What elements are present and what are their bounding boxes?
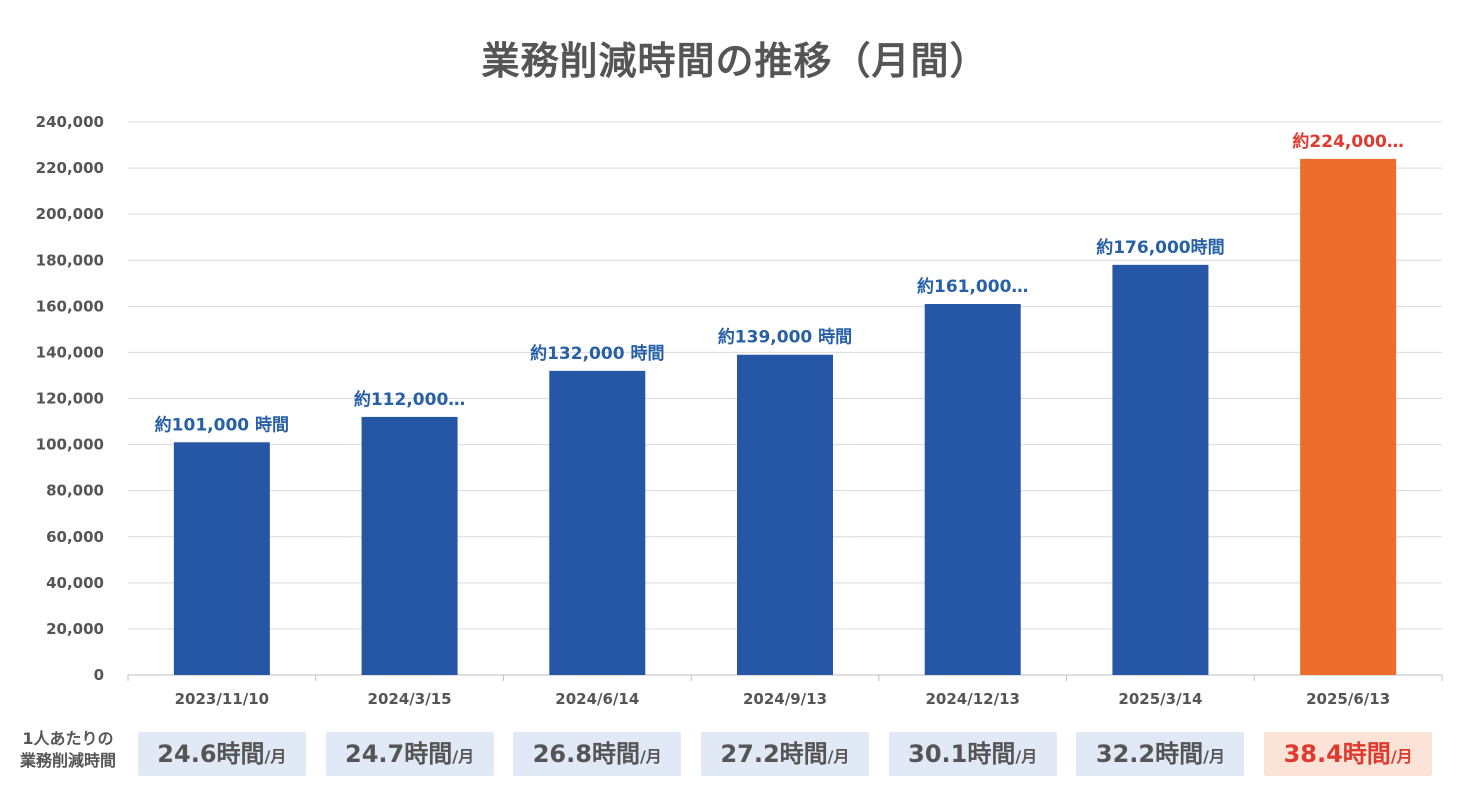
x-tick-label: 2024/12/13	[925, 690, 1019, 708]
bar	[1300, 158, 1397, 675]
bar	[737, 354, 833, 675]
bar	[924, 304, 1021, 675]
per-person-hours: 32.2時間	[1095, 740, 1204, 768]
y-tick-label: 180,000	[36, 251, 104, 269]
data-label: 約224,000…	[1292, 131, 1403, 152]
y-tick-label: 0	[94, 666, 104, 684]
bar	[1112, 264, 1209, 675]
per-person-hours: 27.2時間	[720, 740, 828, 768]
chart-title: 業務削減時間の推移（月間）	[481, 39, 989, 83]
per-person-hours: 26.8時間	[532, 740, 640, 768]
x-tick-label: 2024/3/15	[368, 690, 452, 708]
per-person-value: 26.8時間/月	[513, 732, 682, 776]
per-person-hours: 30.1時間	[908, 740, 1016, 768]
y-tick-label: 40,000	[46, 574, 104, 592]
per-person-unit: /月	[1015, 747, 1038, 766]
per-person-unit: /月	[264, 747, 287, 766]
y-tick-label: 120,000	[36, 390, 104, 408]
per-person-value: 30.1時間/月	[888, 732, 1057, 776]
x-tick-label: 2025/3/14	[1118, 690, 1202, 708]
data-label: 約112,000…	[354, 389, 465, 410]
bar-chart: 0 20,000 40,000 60,000 80,000 100,000 120,000 1…	[36, 113, 1443, 708]
per-person-hours: 24.6時間	[157, 740, 265, 768]
y-tick-label: 60,000	[46, 528, 104, 546]
y-tick-label: 220,000	[36, 159, 104, 177]
x-tick-label: 2024/9/13	[743, 690, 827, 708]
y-tick-label: 200,000	[36, 205, 104, 223]
per-person-unit: /月	[1203, 747, 1225, 766]
per-person-unit: /月	[1390, 747, 1413, 766]
y-tick-label: 100,000	[36, 436, 104, 454]
data-label: 約161,000…	[917, 276, 1028, 297]
x-tick-label: 2023/11/10	[175, 690, 269, 708]
bar	[361, 416, 458, 675]
per-person-hours: 38.4時間	[1283, 740, 1391, 768]
data-label: 約176,000時間	[1096, 237, 1224, 258]
per-person-value: 38.4時間/月	[1264, 732, 1433, 776]
data-label: 約139,000 時間	[718, 327, 852, 348]
per-person-hours: 24.7時間	[345, 740, 453, 768]
bar	[173, 442, 270, 675]
per-person-unit: /月	[639, 747, 662, 766]
x-tick-label: 2024/6/14	[555, 690, 639, 708]
per-person-value: 27.2時間/月	[701, 732, 869, 776]
per-person-label-line2: 業務削減時間	[19, 751, 116, 770]
y-tick-label: 20,000	[46, 620, 104, 638]
per-person-unit: /月	[827, 747, 850, 766]
y-tick-label: 240,000	[36, 113, 104, 131]
per-person-label-line1: 1人あたりの	[22, 729, 114, 748]
per-person-value: 24.6時間/月	[137, 732, 306, 776]
bar	[549, 370, 646, 675]
per-person-unit: /月	[452, 747, 475, 766]
data-label: 約132,000 時間	[530, 343, 664, 364]
per-person-value: 24.7時間/月	[325, 732, 494, 776]
y-tick-label: 140,000	[36, 343, 104, 361]
per-person-label: 1人あたりの 業務削減時間	[4, 728, 132, 772]
x-tick-label: 2025/6/13	[1306, 690, 1390, 708]
data-label: 約101,000 時間	[155, 414, 289, 435]
y-tick-label: 80,000	[46, 482, 104, 500]
y-tick-label: 160,000	[36, 297, 104, 315]
per-person-value: 32.2時間/月	[1076, 732, 1245, 776]
